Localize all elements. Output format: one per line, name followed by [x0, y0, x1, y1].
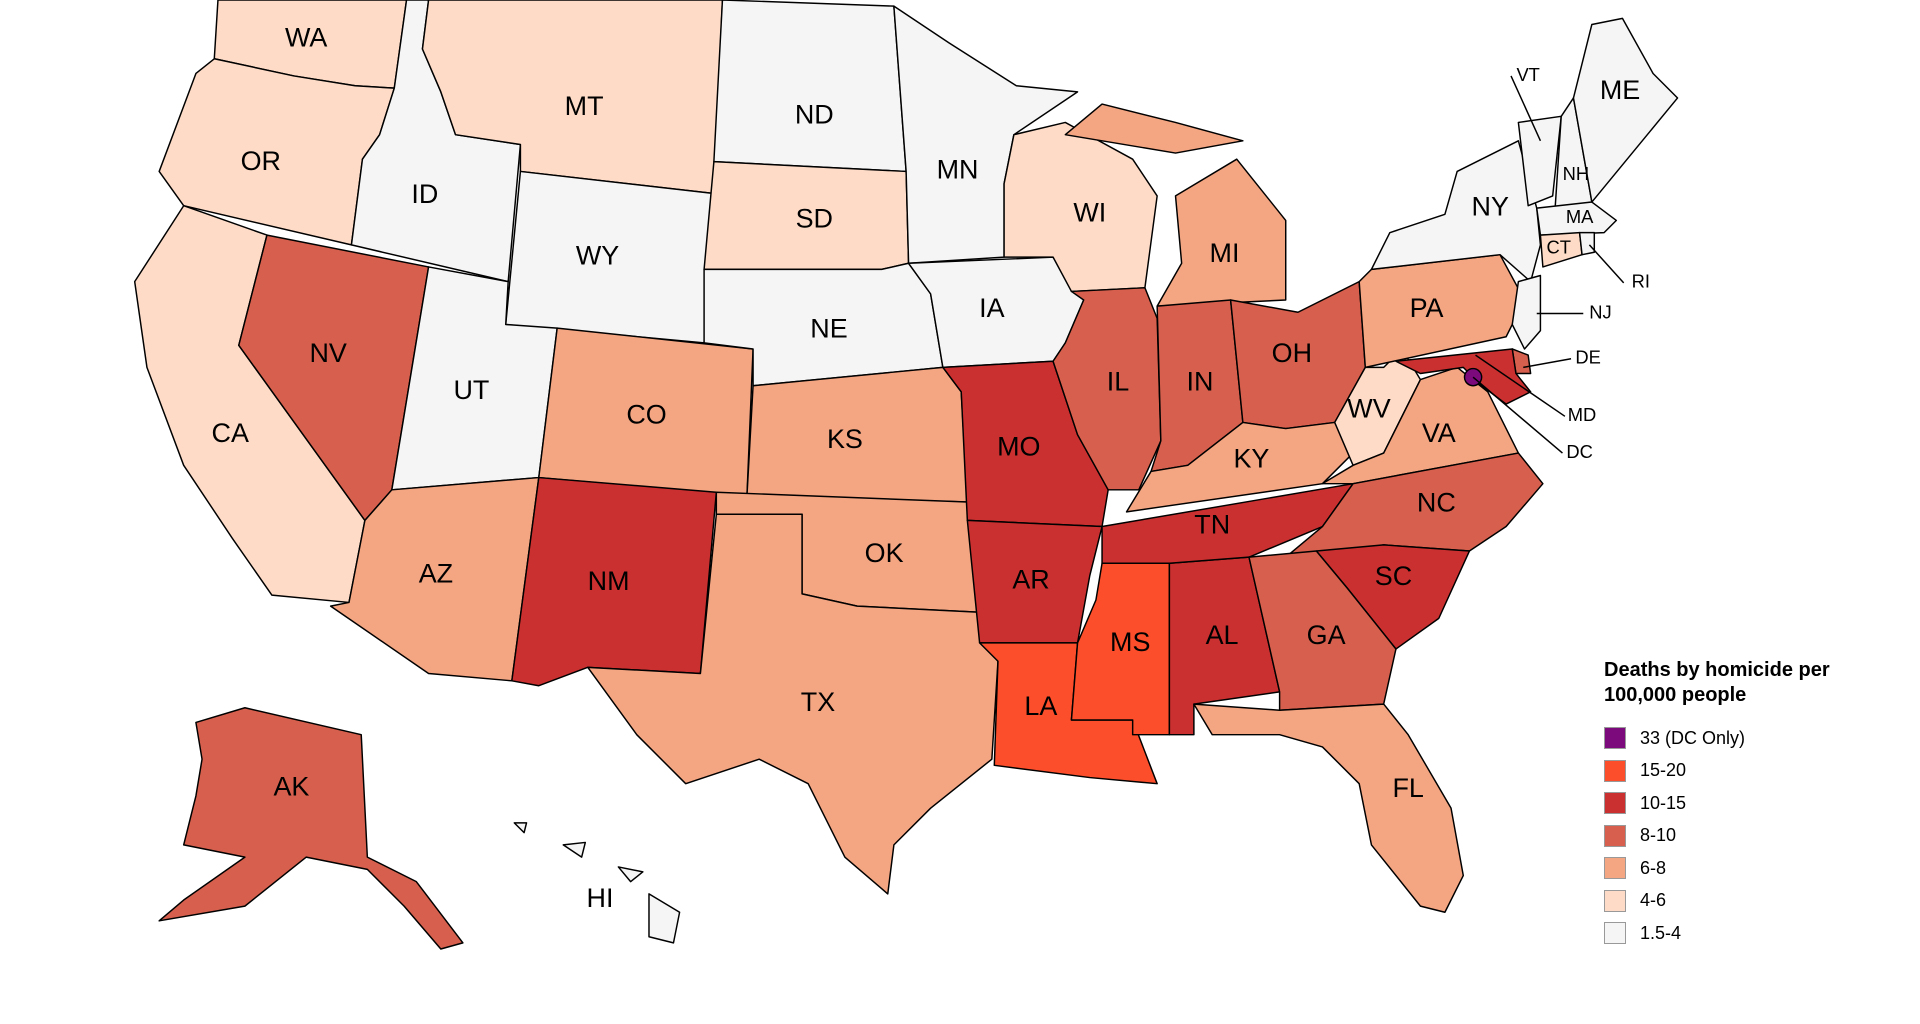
- legend-label: 33 (DC Only): [1640, 727, 1746, 748]
- leader-line: [1475, 354, 1566, 417]
- legend-swatch: [1604, 922, 1626, 945]
- state-label: DC: [1566, 441, 1593, 462]
- state-label: VT: [1516, 64, 1539, 85]
- state-label: NM: [588, 566, 630, 596]
- state-label: OR: [241, 146, 281, 176]
- legend-item: 6-8: [1604, 852, 1874, 885]
- legend-label: 1.5-4: [1640, 922, 1682, 943]
- state-label: KY: [1233, 444, 1269, 474]
- state-shape: [1395, 348, 1532, 405]
- state-shape: [587, 513, 999, 895]
- state-label: ID: [411, 179, 438, 209]
- state-label: SC: [1375, 561, 1412, 591]
- state-label: DE: [1575, 347, 1601, 368]
- state-label: OH: [1272, 338, 1312, 368]
- state-label: NY: [1472, 191, 1509, 221]
- state-label: PA: [1410, 293, 1444, 323]
- state-label: WY: [576, 240, 619, 270]
- legend-item: 4-6: [1604, 885, 1874, 918]
- legend-item: 15-20: [1604, 755, 1874, 788]
- state-label: CT: [1547, 236, 1571, 257]
- state-label: IN: [1187, 366, 1214, 396]
- legend-label: 10-15: [1640, 792, 1687, 813]
- state-label: CO: [626, 399, 666, 429]
- legend-label: 15-20: [1640, 760, 1687, 781]
- state-label: IL: [1107, 366, 1129, 396]
- state-label: NH: [1563, 163, 1590, 184]
- state-shape: [966, 519, 1103, 644]
- state-label: MD: [1568, 404, 1597, 425]
- state-label: RI: [1632, 271, 1650, 292]
- state-label: OK: [865, 538, 904, 568]
- legend-label: 8-10: [1640, 825, 1677, 846]
- legend-label: 6-8: [1640, 857, 1667, 878]
- legend-swatch: [1604, 727, 1626, 750]
- state-shape: [513, 822, 681, 944]
- legend-item: 33 (DC Only): [1604, 722, 1874, 755]
- state-label: ME: [1600, 75, 1640, 105]
- state-label: CA: [212, 418, 249, 448]
- legend-title: Deaths by homicide per 100,000 people: [1604, 659, 1830, 706]
- legend-swatch: [1604, 889, 1626, 912]
- state-label: TX: [801, 687, 835, 717]
- state-label: AL: [1206, 620, 1239, 650]
- state-label: LA: [1024, 691, 1057, 721]
- state-label: MT: [565, 91, 604, 121]
- state-label: NC: [1417, 488, 1456, 518]
- legend-swatch: [1604, 857, 1626, 880]
- state-label: SD: [796, 204, 833, 234]
- state-shape: [1193, 703, 1465, 913]
- state-shape: [713, 0, 907, 173]
- leader-line: [1588, 244, 1625, 284]
- legend-item: 8-10: [1604, 820, 1874, 853]
- state-label: AK: [273, 772, 309, 802]
- legend-item: 10-15: [1604, 787, 1874, 820]
- state-label: MO: [997, 431, 1040, 461]
- legend-swatch: [1604, 759, 1626, 782]
- state-label: KS: [827, 424, 863, 454]
- legend: Deaths by homicide per 100,000 people 33…: [1604, 658, 1874, 950]
- state-shape: [1517, 115, 1562, 207]
- state-label: AR: [1012, 565, 1049, 595]
- state-label: HI: [587, 883, 614, 913]
- state-shape: [1536, 201, 1618, 236]
- state-label: NE: [810, 314, 847, 344]
- map-group: WA OR CA ID NV MT WY UT AZ CO NM ND SD NE KS OK TX MN IA MO…: [133, 0, 1679, 950]
- state-label: NJ: [1589, 301, 1611, 322]
- state-shape: [1064, 103, 1287, 307]
- state-label: NV: [309, 338, 346, 368]
- state-label: MI: [1210, 238, 1240, 268]
- state-shape: [1511, 274, 1542, 350]
- state-label: AZ: [419, 559, 453, 589]
- state-label: GA: [1307, 620, 1346, 650]
- legend-label: 4-6: [1640, 890, 1667, 911]
- state-label: IA: [979, 293, 1004, 323]
- state-shape: [1052, 287, 1162, 491]
- state-label: FL: [1392, 773, 1423, 803]
- state-label: MN: [937, 155, 979, 185]
- legend-swatch: [1604, 824, 1626, 847]
- state-label: WV: [1347, 393, 1390, 423]
- legend-swatch: [1604, 792, 1626, 815]
- state-label: ND: [795, 99, 834, 129]
- state-label: WI: [1073, 197, 1106, 227]
- state-label: MA: [1566, 206, 1594, 227]
- state-label: MS: [1110, 627, 1150, 657]
- state-label: TN: [1194, 510, 1230, 540]
- legend-items: 33 (DC Only) 15-20 10-15 8-10 6-8 4-6 1.5-4: [1604, 722, 1874, 950]
- state-shape: [1578, 231, 1596, 256]
- state-label: WA: [285, 22, 327, 52]
- state-shape: [1248, 550, 1397, 711]
- state-label: UT: [453, 375, 489, 405]
- leader-line: [1472, 376, 1563, 454]
- leader-line: [1510, 75, 1542, 142]
- state-label: VA: [1422, 418, 1456, 448]
- legend-item: 1.5-4: [1604, 917, 1874, 950]
- state-shape: [158, 707, 464, 950]
- leader-line: [1523, 358, 1572, 369]
